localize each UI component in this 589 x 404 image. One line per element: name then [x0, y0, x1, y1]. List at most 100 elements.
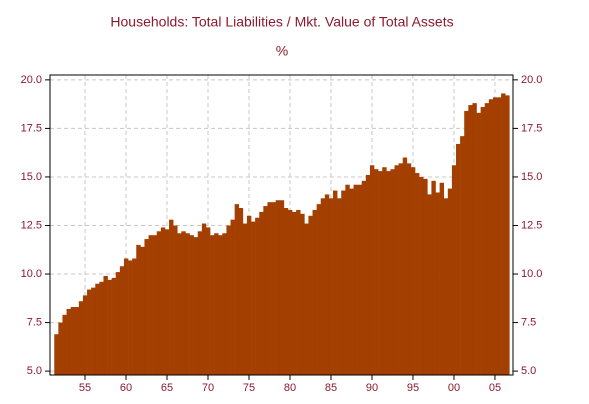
bar — [484, 103, 490, 376]
bar — [115, 272, 121, 375]
bar — [505, 95, 510, 375]
bar — [185, 233, 190, 375]
x-tick-label: 80 — [284, 382, 296, 394]
x-tick-label: 60 — [120, 382, 132, 394]
bar — [234, 204, 240, 375]
y-tick-label: 15.0 — [21, 171, 42, 183]
bar — [136, 244, 141, 375]
bar — [128, 260, 133, 375]
bar — [390, 169, 395, 375]
bar — [107, 279, 112, 375]
bar — [279, 200, 285, 375]
bar — [140, 246, 145, 375]
bar — [246, 215, 252, 375]
y2-tick-label: 7.5 — [521, 316, 536, 328]
bar — [300, 213, 305, 375]
bar — [70, 307, 76, 375]
bar — [259, 211, 264, 375]
y2-tick-label: 17.5 — [521, 122, 542, 134]
bar — [226, 225, 231, 375]
bar — [58, 322, 63, 375]
bar — [238, 208, 244, 375]
bar — [91, 287, 96, 375]
bar — [255, 217, 260, 375]
x-tick-label: 70 — [202, 382, 214, 394]
bar — [218, 235, 223, 375]
bar — [164, 229, 170, 375]
y2-tick-label: 20.0 — [521, 74, 542, 86]
bar — [492, 97, 498, 376]
chart-title: Households: Total Liabilities / Mkt. Val… — [110, 14, 453, 30]
bar — [427, 194, 432, 375]
bar — [156, 231, 162, 375]
bar — [365, 175, 371, 375]
bar — [369, 165, 375, 375]
bar — [333, 190, 338, 375]
bar — [123, 258, 129, 375]
bar — [242, 223, 248, 375]
bar — [398, 163, 404, 375]
bar — [472, 103, 477, 376]
x-tick-label: 65 — [161, 382, 173, 394]
bar — [353, 184, 358, 375]
bar — [267, 202, 272, 375]
bar — [173, 225, 178, 375]
bar — [501, 93, 506, 376]
y2-tick-label: 15.0 — [521, 171, 542, 183]
bar — [95, 283, 100, 375]
bar — [148, 235, 153, 375]
bar — [345, 184, 350, 375]
bar — [341, 190, 346, 375]
bar — [132, 258, 137, 375]
bar — [287, 209, 293, 375]
x-tick-label: 85 — [325, 382, 337, 394]
bar — [103, 275, 108, 375]
bar — [357, 184, 363, 375]
bar — [312, 209, 317, 375]
bar — [119, 266, 125, 375]
bar — [431, 180, 436, 375]
bar — [193, 237, 199, 375]
bar — [210, 235, 215, 375]
bar — [205, 227, 211, 375]
bar — [181, 231, 186, 375]
y-tick-label: 12.5 — [21, 219, 42, 231]
bar — [394, 165, 399, 375]
bar — [378, 171, 383, 375]
y-tick-label: 20.0 — [21, 74, 42, 86]
bar — [201, 223, 207, 375]
bar — [419, 176, 424, 375]
bar — [283, 208, 289, 375]
bar — [361, 180, 367, 375]
bar — [406, 163, 412, 375]
bar — [402, 157, 408, 375]
bar — [374, 169, 379, 375]
bar — [251, 221, 256, 375]
x-tick-label: 05 — [489, 382, 501, 394]
bar — [74, 307, 80, 375]
bar — [349, 188, 354, 375]
bar — [292, 211, 297, 375]
bar — [328, 198, 334, 375]
bar — [189, 235, 194, 375]
bar — [382, 167, 387, 375]
bar — [316, 204, 322, 375]
bar — [497, 97, 502, 376]
bar — [62, 314, 67, 375]
y2-tick-label: 10.0 — [521, 268, 542, 280]
x-tick-label: 95 — [407, 382, 419, 394]
bar — [222, 233, 227, 375]
bar — [177, 233, 182, 375]
bar — [99, 281, 104, 375]
x-tick-label: 00 — [448, 382, 460, 394]
bar — [320, 198, 326, 375]
bar — [476, 112, 481, 375]
bar — [87, 289, 92, 375]
bar — [263, 206, 268, 375]
chart-subtitle: % — [276, 43, 288, 59]
bar — [423, 178, 428, 375]
x-tick-label: 55 — [79, 382, 91, 394]
bar — [214, 233, 219, 375]
bar — [456, 143, 461, 375]
